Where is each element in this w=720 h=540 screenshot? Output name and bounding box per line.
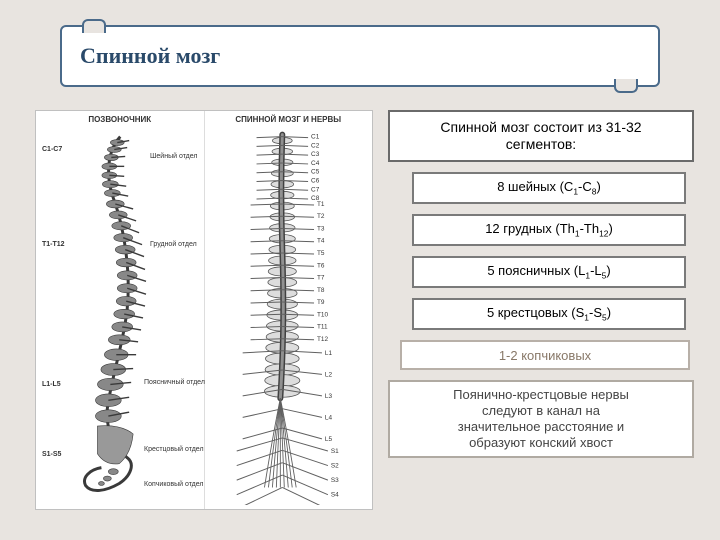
thoracic-box: 12 грудных (Th1-Th12) [412, 214, 686, 246]
cord-column: СПИННОЙ МОЗГ И НЕРВЫ C1C2C3C4C5C6C7C8T1T… [205, 111, 373, 509]
svg-text:L3: L3 [324, 393, 332, 400]
svg-text:T3: T3 [316, 226, 324, 233]
sec-thoracic: Грудной отдел [150, 241, 197, 248]
label-t: T1-T12 [42, 241, 65, 248]
info-panel: Спинной мозг состоит из 31-32 сегментов:… [388, 110, 694, 468]
svg-text:L4: L4 [324, 414, 332, 421]
sec-sacral: Крестцовый отдел [144, 446, 204, 453]
page-title: Спинной мозг [80, 43, 220, 69]
intro-box: Спинной мозг состоит из 31-32 сегментов: [388, 110, 694, 162]
svg-text:L1: L1 [324, 350, 332, 357]
col1-header: ПОЗВОНОЧНИК [36, 115, 204, 124]
sec-coccyx: Копчиковый отдел [144, 481, 204, 488]
label-s: S1-S5 [42, 451, 61, 458]
sec-cervical: Шейный отдел [150, 153, 198, 160]
coccyx-box: 1-2 копчиковых [400, 340, 690, 370]
intro-line1: Спинной мозг состоит из 31-32 [440, 119, 641, 137]
svg-text:T7: T7 [316, 275, 324, 282]
svg-text:T6: T6 [316, 262, 324, 269]
svg-text:T2: T2 [316, 213, 324, 220]
label-l: L1-L5 [42, 381, 61, 388]
svg-text:C2: C2 [311, 142, 320, 149]
svg-text:C3: C3 [311, 151, 320, 158]
svg-text:T4: T4 [316, 238, 324, 245]
svg-text:S4: S4 [330, 492, 338, 499]
col2-header: СПИННОЙ МОЗГ И НЕРВЫ [205, 115, 373, 124]
cervical-box: 8 шейных (C1-C8) [412, 172, 686, 204]
svg-text:T11: T11 [316, 324, 327, 331]
label-c: C1-C7 [42, 146, 62, 153]
svg-text:C6: C6 [311, 177, 320, 184]
title-banner: Спинной мозг [60, 25, 660, 87]
svg-text:L2: L2 [324, 371, 332, 378]
svg-text:C4: C4 [311, 160, 320, 167]
svg-text:T9: T9 [316, 299, 324, 306]
svg-text:S3: S3 [330, 477, 338, 484]
svg-text:L5: L5 [324, 436, 332, 443]
intro-line2: сегментов: [506, 136, 576, 154]
svg-text:T5: T5 [316, 250, 324, 257]
lumbar-box: 5 поясничных (L1-L5) [412, 256, 686, 288]
svg-text:C7: C7 [311, 186, 320, 193]
sec-lumbar: Поясничный отдел [144, 379, 205, 386]
sacral-box: 5 крестцовых (S1-S5) [412, 298, 686, 330]
final-box: Поянично-крестцовые нервы следуют в кана… [388, 380, 694, 458]
cord-illustration: C1C2C3C4C5C6C7C8T1T2T3T4T5T6T7T8T9T10T11… [205, 129, 373, 505]
svg-text:S2: S2 [330, 463, 338, 470]
svg-text:S1: S1 [330, 448, 338, 455]
svg-text:C1: C1 [311, 134, 320, 141]
svg-text:T8: T8 [316, 287, 324, 294]
svg-text:T12: T12 [316, 336, 328, 343]
anatomy-diagram: ПОЗВОНОЧНИК [35, 110, 373, 510]
svg-text:T10: T10 [316, 311, 328, 318]
spine-column: ПОЗВОНОЧНИК [36, 111, 205, 509]
svg-text:C5: C5 [311, 169, 320, 176]
svg-text:T1: T1 [316, 201, 324, 208]
